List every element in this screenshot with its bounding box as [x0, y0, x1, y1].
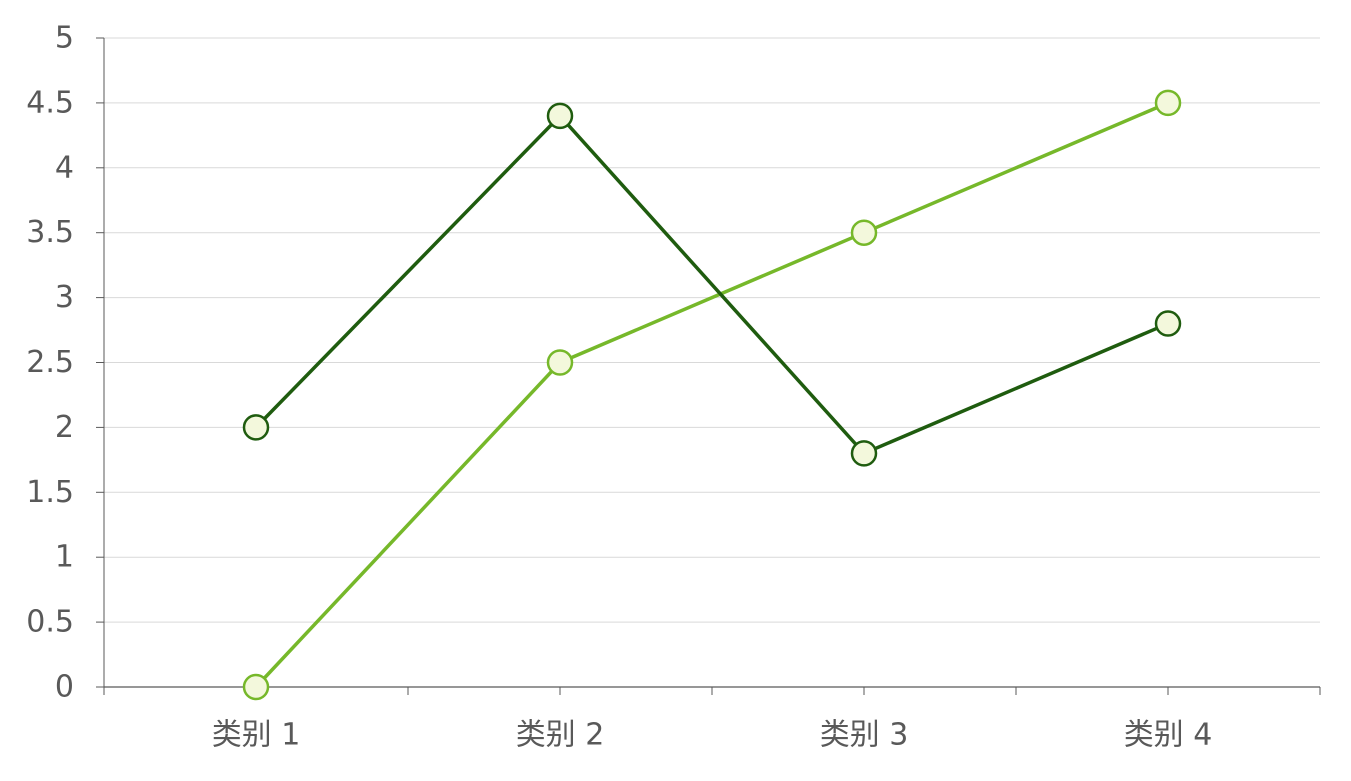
- y-tick-label: 0.5: [26, 605, 74, 640]
- data-point-s2-3: [850, 219, 878, 246]
- series-markers: [242, 89, 1182, 701]
- y-tick-label: 5: [55, 21, 74, 56]
- y-tick-label: 2.5: [26, 345, 74, 380]
- series-line-2: [254, 101, 1170, 689]
- data-point-s1-3: [850, 440, 878, 467]
- data-point-s1-1: [242, 414, 270, 441]
- y-tick-label: 1: [55, 540, 74, 575]
- data-point-s1-4: [1154, 310, 1182, 337]
- data-point-s2-1: [242, 673, 270, 701]
- y-tick-label: 0: [55, 670, 74, 705]
- y-tick-label: 3.5: [26, 215, 74, 250]
- data-point-s2-2: [546, 349, 574, 376]
- series-lines: [254, 101, 1170, 689]
- x-category-label: 类别 2: [516, 718, 605, 753]
- axes: 0 0.5 1 1.5 2 2.5 3 3.5 4 4.5 5 类别 1 类别 2 类别 3 类别 4: [26, 21, 1321, 753]
- y-tick-label: 2: [55, 410, 74, 445]
- x-category-label: 类别 1: [212, 718, 301, 753]
- x-category-label: 类别 3: [820, 718, 909, 753]
- x-category-label: 类别 4: [1124, 718, 1213, 753]
- data-point-s2-4: [1154, 89, 1182, 117]
- y-tick-label: 3: [55, 280, 74, 315]
- data-point-s1-2: [546, 102, 574, 130]
- series-line-1: [254, 114, 1170, 456]
- gridlines: [104, 37, 1320, 623]
- y-tick-label: 1.5: [26, 475, 74, 510]
- y-tick-label: 4: [55, 150, 74, 185]
- y-tick-label: 4.5: [26, 85, 74, 120]
